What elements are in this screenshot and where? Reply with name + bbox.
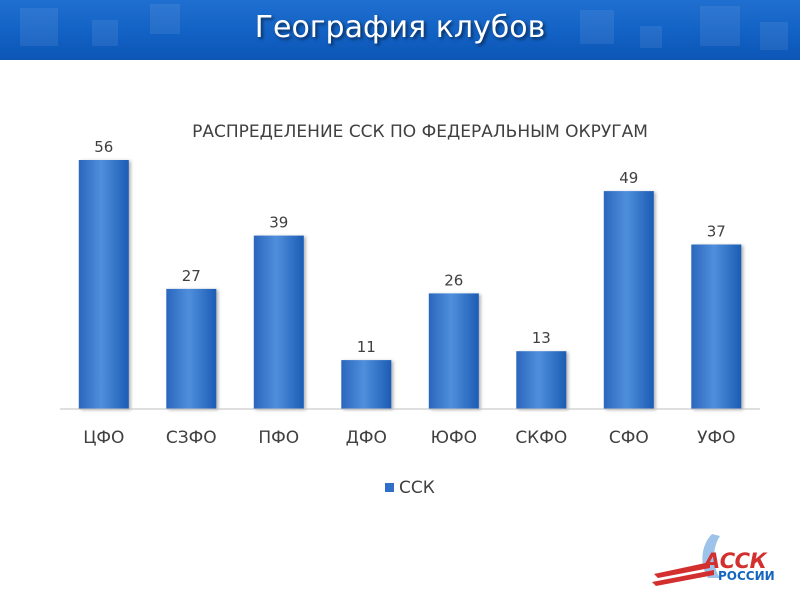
chart-title: РАСПРЕДЕЛЕНИЕ ССК ПО ФЕДЕРАЛЬНЫМ ОКРУГАМ [192, 122, 648, 142]
bar-УФО [691, 244, 742, 409]
x-tick-label-УФО: УФО [697, 428, 735, 448]
logo-text-sub: РОССИИ [718, 569, 775, 583]
logo-text-main: АССК [704, 549, 767, 573]
slide-header: География клубов [0, 0, 800, 60]
x-tick-label-СЗФО: СЗФО [166, 428, 217, 448]
bar-СФО [603, 191, 654, 409]
accc-logo-icon [652, 534, 720, 586]
x-tick-label-ДФО: ДФО [346, 428, 387, 448]
x-tick-label-ПФО: ПФО [258, 428, 299, 448]
data-label-ЮФО: 26 [444, 271, 463, 289]
legend: ССК [385, 478, 435, 498]
bar-ПФО [253, 235, 304, 409]
x-tick-label-СКФО: СКФО [515, 428, 567, 448]
bars-layer [78, 160, 742, 409]
bar-chart: РАСПРЕДЕЛЕНИЕ ССК ПО ФЕДЕРАЛЬНЫМ ОКРУГАМ… [60, 122, 760, 498]
data-label-УФО: 37 [707, 223, 726, 241]
bar-СЗФО [166, 288, 217, 409]
x-tick-label-ЦФО: ЦФО [83, 428, 124, 448]
bar-СКФО [516, 351, 567, 409]
data-label-СФО: 49 [619, 169, 638, 187]
labels-layer: 56 ЦФО 27 СЗФО 39 ПФО 11 ДФО 26 ЮФО 13 СКФО 49 СФО 37 У… [83, 138, 735, 448]
x-tick-label-ЮФО: ЮФО [431, 428, 477, 448]
legend-label: ССК [399, 478, 435, 498]
bar-ДФО [341, 360, 392, 409]
data-label-СЗФО: 27 [182, 267, 201, 285]
header-pattern [20, 4, 788, 50]
bar-ЮФО [428, 293, 479, 409]
data-label-ДФО: 11 [357, 338, 376, 356]
data-label-СКФО: 13 [532, 329, 551, 347]
legend-swatch [385, 483, 394, 492]
data-label-ПФО: 39 [269, 214, 288, 232]
bar-ЦФО [78, 160, 129, 409]
x-tick-label-СФО: СФО [609, 428, 649, 448]
data-label-ЦФО: 56 [94, 138, 113, 156]
page-title: География клубов [254, 10, 546, 45]
